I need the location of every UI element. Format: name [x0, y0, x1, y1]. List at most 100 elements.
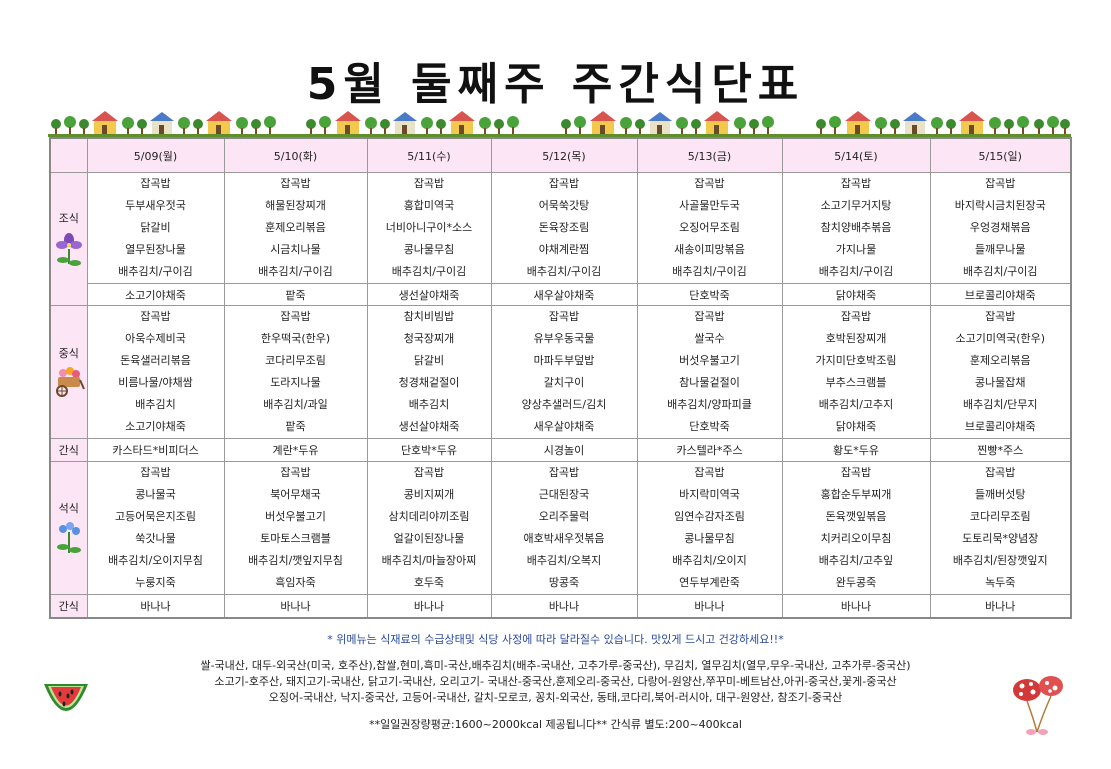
snack-cell: 찐빵*주스 — [929, 438, 1072, 462]
menu-item: 완두콩죽 — [835, 576, 877, 589]
menu-item: 호두죽 — [413, 576, 445, 589]
menu-item: 들깨무나물 — [974, 243, 1026, 256]
menu-item: 배추김치/마늘장아찌 — [381, 554, 477, 567]
menu-item: 콩나물국 — [135, 488, 176, 501]
menu-item: 연두부계란죽 — [679, 576, 740, 589]
menu-item: 임연수감자조림 — [674, 510, 745, 523]
menu-item: 홍합순두부찌개 — [820, 488, 892, 501]
menu-item: 열무된장나물 — [125, 243, 186, 256]
menu-item: 비름나물/야채쌈 — [118, 376, 193, 389]
menu-item: 도토리묵*양념장 — [962, 532, 1039, 545]
menu-item: 배추김치/구이김 — [391, 265, 467, 278]
snack-row: 간식 바나나 바나나 바나나 바나나 바나나 바나나 바나나 — [49, 594, 1072, 619]
menu-item: 잡곡밥 — [413, 177, 445, 190]
breakfast-cell: 잡곡밥 해물된장찌개 훈제오리볶음 시금치나물 배추김치/구이김 — [223, 172, 368, 284]
weekly-menu-table: 5/09(월) 5/10(화) 5/11(수) 5/12(목) 5/13(금) … — [49, 137, 1072, 619]
menu-item: 참치비빔밥 — [403, 310, 455, 323]
menu-item: 유부우동국물 — [533, 332, 595, 345]
menu-item: 배추김치/구이김 — [258, 265, 333, 278]
menu-item: 콩나물잡채 — [974, 376, 1026, 389]
menu-item: 콩나물무침 — [684, 532, 735, 545]
menu-item: 북어무채국 — [270, 488, 321, 501]
menu-item: 브로콜리야채죽 — [964, 420, 1036, 433]
porridge-cell: 단호박죽 — [636, 283, 783, 306]
menu-item: 버섯우불고기 — [679, 354, 740, 367]
menu-item: 아욱수제비국 — [125, 332, 186, 345]
menu-item: 돈육장조림 — [538, 221, 590, 234]
menu-item: 호박된장찌개 — [825, 332, 887, 345]
snack-cell: 바나나 — [636, 594, 783, 619]
menu-item: 배추김치/구이김 — [526, 265, 602, 278]
snack-row: 간식 카스타드*비피더스 계란*두유 단호박*두유 시경놀이 카스텔라*주스 황… — [49, 438, 1072, 462]
menu-item: 훈제오리볶음 — [969, 354, 1031, 367]
breakfast-porridge-row: 소고기야채죽 팥죽 생선살야채죽 새우살야채죽 단호박죽 닭야채죽 브로콜리야채… — [50, 283, 1072, 306]
menu-item: 새우살야채죽 — [533, 420, 595, 433]
lunch-row: 중식 잡곡밥 아욱수제비국 돈육샐러리볶음 비름나물/야채쌈 배추김치 소고기야채죽 잡곡… — [49, 305, 1072, 439]
menu-item: 홍합미역국 — [403, 199, 455, 212]
menu-item: 시금치나물 — [270, 243, 321, 256]
menu-item: 돈육깻잎볶음 — [825, 510, 887, 523]
menu-item: 콩나물무침 — [403, 243, 455, 256]
menu-item: 배추김치/오이지무침 — [108, 554, 203, 567]
day-header: 5/12(목) — [490, 137, 638, 173]
menu-item: 오징어무조림 — [679, 221, 740, 234]
section-label-lunch: 중식 — [49, 305, 88, 439]
menu-item: 잡곡밥 — [140, 466, 171, 479]
menu-item: 배추김치/구이김 — [672, 265, 747, 278]
menu-item: 쑥갓나물 — [135, 532, 176, 545]
menu-item: 배추김치/양파피클 — [667, 398, 752, 411]
menu-item: 잡곡밥 — [280, 310, 311, 323]
snack-cell: 카스텔라*주스 — [636, 438, 783, 462]
menu-item: 사골물만두국 — [679, 199, 740, 212]
section-label-snack: 간식 — [49, 594, 88, 619]
breakfast-cell: 잡곡밥 홍합미역국 너비아니구이*소스 콩나물무침 배추김치/구이김 — [366, 172, 492, 284]
origin-line: 오징어-국내산, 낙지-중국산, 고등어-국내산, 갈치-모로코, 꽁치-외국산… — [268, 691, 843, 704]
menu-item: 닭갈비 — [140, 221, 171, 234]
menu-item: 배추김치/단무지 — [962, 398, 1038, 411]
menu-item: 배추김치/과일 — [263, 398, 328, 411]
menu-notice: * 위메뉴는 식재료의 수급상태및 식당 사정에 따라 달라질수 있습니다. 맛… — [327, 633, 784, 646]
section-label-breakfast: 조식 — [49, 172, 88, 306]
menu-item: 배추김치/구이김 — [118, 265, 193, 278]
snack-cell: 황도*두유 — [781, 438, 931, 462]
menu-item: 잡곡밥 — [413, 466, 445, 479]
menu-item: 배추김치/구이김 — [818, 265, 894, 278]
menu-item: 새송이피망볶음 — [674, 243, 745, 256]
menu-item: 쌀국수 — [694, 332, 725, 345]
porridge-cell: 새우살야채죽 — [490, 283, 638, 306]
breakfast-cell: 잡곡밥 어묵쑥갓탕 돈육장조림 야채계란찜 배추김치/구이김 — [490, 172, 638, 284]
snack-cell: 바나나 — [366, 594, 492, 619]
menu-item: 소고기무거지탕 — [820, 199, 892, 212]
section-label-text: 석식 — [58, 502, 79, 515]
menu-item: 토마토스크램블 — [260, 532, 331, 545]
menu-item: 잡곡밥 — [548, 466, 580, 479]
lunch-cell: 잡곡밥 소고기미역국(한우) 훈제오리볶음 콩나물잡채 배추김치/단무지 브로콜리야채죽 — [929, 305, 1072, 439]
dinner-row: 석식 잡곡밥 콩나물국 고등어묵은지조림 쑥갓나물 배추김치/오이지무침 누룽지죽 잡곡밥… — [49, 461, 1072, 595]
menu-item: 배추김치/된장깻잎지 — [952, 554, 1048, 567]
menu-item: 배추김치/고추잎 — [818, 554, 894, 567]
snack-cell: 바나나 — [929, 594, 1072, 619]
snack-cell: 단호박*두유 — [366, 438, 492, 462]
menu-item: 콩비지찌개 — [403, 488, 455, 501]
section-label-text: 중식 — [58, 347, 79, 360]
menu-item: 참나물겉절이 — [679, 376, 740, 389]
menu-item: 단호박죽 — [689, 420, 730, 433]
menu-item: 들깨버섯탕 — [974, 488, 1026, 501]
menu-item: 어묵쑥갓탕 — [538, 199, 590, 212]
menu-item: 배추김치 — [135, 398, 176, 411]
dinner-cell: 잡곡밥 바지락미역국 임연수감자조림 콩나물무침 배추김치/오이지 연두부계란죽 — [636, 461, 783, 595]
menu-item: 도라지나물 — [270, 376, 321, 389]
menu-item: 잡곡밥 — [694, 177, 725, 190]
breakfast-row: 조식 잡곡밥 두부새우젓국 닭갈비 열무된장나물 배추김치/구이김 잡곡밥 해물된장찌개 훈… — [49, 172, 1072, 306]
section-label-text: 조식 — [58, 212, 79, 225]
menu-item: 배추김치/오복지 — [526, 554, 602, 567]
mushroom-balloon-icon — [1013, 676, 1063, 735]
menu-item: 배추김치/고추지 — [818, 398, 894, 411]
menu-item: 배추김치/깻잎지무침 — [248, 554, 343, 567]
menu-item: 잡곡밥 — [548, 310, 580, 323]
watermelon-icon — [44, 684, 88, 711]
snack-cell: 카스타드*비피더스 — [86, 438, 225, 462]
day-header-row: 5/09(월) 5/10(화) 5/11(수) 5/12(목) 5/13(금) … — [49, 137, 1072, 173]
page-title: 5월 둘째주 주간식단표 — [306, 59, 805, 110]
